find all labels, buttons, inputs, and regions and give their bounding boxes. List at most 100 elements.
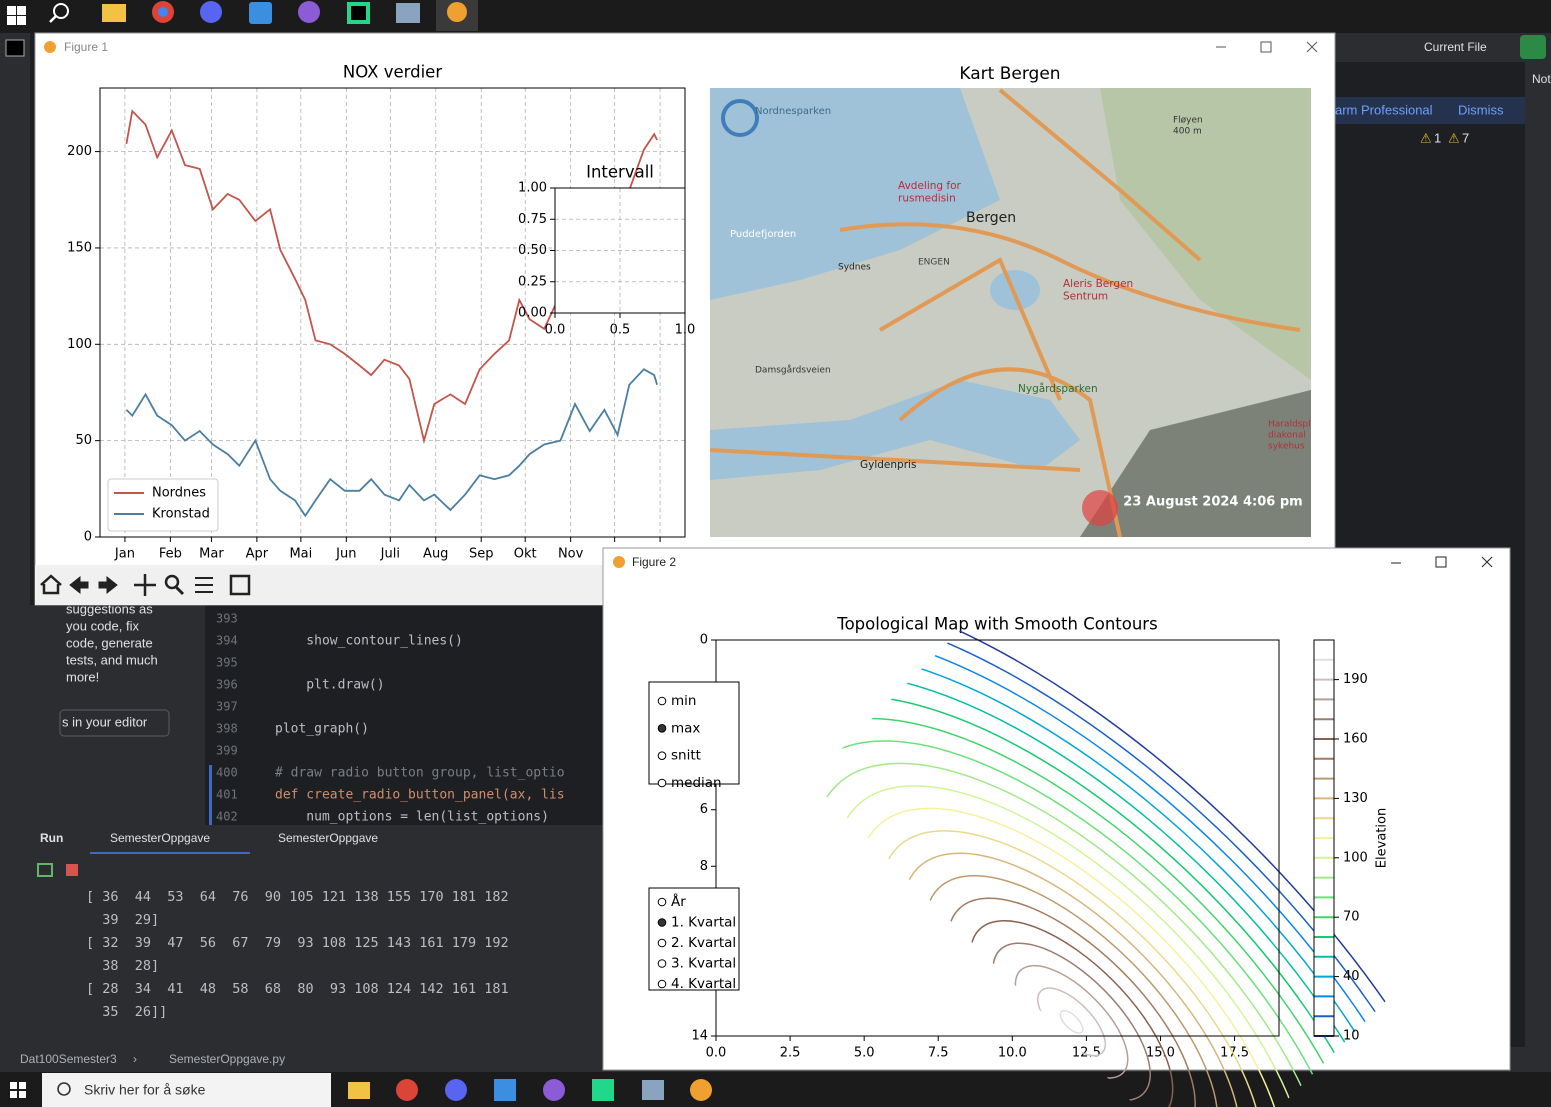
radio-label[interactable]: 3. Kvartal bbox=[671, 956, 736, 972]
app-explorer-2[interactable] bbox=[348, 1082, 370, 1099]
y-tick-label: 50 bbox=[75, 433, 92, 448]
line-number: 401 bbox=[216, 788, 238, 802]
ide-logo bbox=[5, 39, 25, 57]
radio-button[interactable] bbox=[657, 979, 667, 989]
ai-button-label[interactable]: s in your editor bbox=[62, 714, 148, 729]
y-tick-label: 0.50 bbox=[518, 243, 547, 258]
app-github[interactable] bbox=[298, 1, 320, 23]
map-label: rusmedisin bbox=[898, 193, 956, 205]
run-tabs: Run SemesterOppgave SemesterOppgave bbox=[40, 831, 378, 845]
contour-line bbox=[857, 807, 1286, 1107]
console-output: [ 36 44 53 64 76 90 105 121 138 155 170 … bbox=[86, 889, 509, 1020]
colorbar-tick-label: 130 bbox=[1343, 791, 1368, 806]
app-files[interactable] bbox=[396, 3, 420, 23]
radio-label[interactable]: År bbox=[671, 893, 686, 910]
output-line: 35 26]] bbox=[86, 1004, 167, 1020]
map-timestamp: 23 August 2024 4:06 pm bbox=[1123, 495, 1302, 510]
map-label: Gyldenpris bbox=[860, 459, 916, 471]
contour-line bbox=[810, 717, 1376, 1107]
contour-line bbox=[810, 672, 1421, 1107]
map-label: diakonal bbox=[1268, 431, 1306, 441]
radio-label[interactable]: min bbox=[671, 693, 696, 709]
x-tick-label: 0.0 bbox=[706, 1046, 727, 1061]
stop-button[interactable] bbox=[66, 864, 78, 876]
chart-title: Topological Map with Smooth Contours bbox=[836, 615, 1157, 634]
rerun-button[interactable] bbox=[37, 863, 53, 877]
map-label: Puddefjorden bbox=[730, 229, 796, 240]
breadcrumb-project[interactable]: Dat100Semester3 bbox=[20, 1052, 117, 1066]
side-label: Not bbox=[1532, 72, 1551, 86]
code-line: plot_graph() bbox=[275, 722, 369, 737]
figure1-toolbar bbox=[35, 565, 605, 605]
figure1-controls[interactable] bbox=[1216, 41, 1318, 53]
figure2-controls[interactable] bbox=[1391, 556, 1493, 568]
map-image bbox=[710, 88, 1311, 537]
plot-area bbox=[716, 640, 1279, 1036]
radio-button[interactable] bbox=[657, 938, 667, 948]
app-photos-2[interactable] bbox=[494, 1079, 516, 1101]
run-button[interactable] bbox=[1520, 35, 1546, 59]
code-line: def create_radio_button_panel(ax, lis bbox=[275, 788, 565, 803]
current-file[interactable]: Current File bbox=[1424, 40, 1487, 54]
colorbar-tick-label: 40 bbox=[1343, 969, 1360, 984]
radio-button[interactable] bbox=[657, 959, 667, 968]
ai-text-line: code, generate bbox=[66, 635, 153, 650]
app-photos[interactable] bbox=[249, 2, 272, 24]
code-line: # draw radio button group, list_optio bbox=[275, 766, 565, 781]
figure2-icon bbox=[613, 556, 625, 568]
app-explorer[interactable] bbox=[102, 4, 126, 22]
radio-button[interactable] bbox=[657, 724, 667, 733]
search-placeholder[interactable]: Skriv her for å søke bbox=[84, 1082, 206, 1098]
figure1-title: Figure 1 bbox=[64, 40, 108, 54]
app-pycharm-2[interactable] bbox=[592, 1079, 614, 1101]
map-label: Sentrum bbox=[1063, 291, 1108, 303]
weak-warning-count: 7 bbox=[1462, 130, 1469, 145]
contour-line bbox=[834, 785, 1309, 1107]
radio-button[interactable] bbox=[657, 778, 667, 788]
app-figure-2[interactable] bbox=[690, 1079, 712, 1101]
search-box[interactable] bbox=[42, 1073, 331, 1107]
line-number: 394 bbox=[216, 634, 238, 648]
y-tick-label: 14 bbox=[691, 1029, 708, 1044]
colorbar-tick-label: 70 bbox=[1343, 910, 1360, 925]
run-tab[interactable]: Run bbox=[40, 831, 63, 845]
app-discord[interactable] bbox=[200, 1, 222, 23]
toolbar-icons[interactable] bbox=[40, 574, 251, 596]
app-chrome-2[interactable] bbox=[396, 1079, 418, 1101]
app-github-2[interactable] bbox=[543, 1079, 565, 1101]
radio-label[interactable]: median bbox=[671, 775, 722, 791]
run-tab[interactable]: SemesterOppgave bbox=[278, 831, 378, 845]
breadcrumb-file[interactable]: SemesterOppgave.py bbox=[169, 1052, 285, 1066]
radio-button[interactable] bbox=[657, 696, 667, 706]
radio-label[interactable]: max bbox=[671, 720, 700, 736]
bottom-taskbar-icons bbox=[10, 1079, 712, 1101]
app-python-figure[interactable] bbox=[447, 2, 467, 22]
notification-text[interactable]: arm Professional bbox=[1335, 102, 1433, 117]
radio-button[interactable] bbox=[657, 918, 667, 927]
radio-button[interactable] bbox=[657, 897, 667, 907]
taskbar-icons bbox=[7, 0, 478, 31]
dismiss-link[interactable]: Dismiss bbox=[1458, 102, 1504, 117]
app-discord-2[interactable] bbox=[445, 1079, 467, 1101]
colorbar-label: Elevation bbox=[1375, 808, 1390, 868]
y-tick-label: 6 bbox=[700, 802, 708, 817]
radio-label[interactable]: snitt bbox=[671, 748, 701, 764]
map-label: Aleris Bergen bbox=[1063, 278, 1133, 290]
contour-line bbox=[810, 695, 1399, 1107]
x-tick-label: Feb bbox=[159, 547, 182, 562]
warning-count: 1 bbox=[1434, 130, 1441, 145]
radio-label[interactable]: 2. Kvartal bbox=[671, 935, 736, 951]
ai-button[interactable] bbox=[59, 709, 170, 737]
x-tick-label: 10.0 bbox=[998, 1046, 1027, 1061]
ai-text-line: you code, fix bbox=[66, 618, 139, 633]
run-tab[interactable]: SemesterOppgave bbox=[110, 831, 210, 845]
ide-toolstrip bbox=[0, 33, 30, 1047]
radio-button[interactable] bbox=[657, 751, 667, 760]
line-number: 396 bbox=[216, 678, 238, 692]
radio-label[interactable]: 1. Kvartal bbox=[671, 915, 736, 931]
breadcrumb-sep: › bbox=[133, 1052, 137, 1066]
radio-label[interactable]: 4. Kvartal bbox=[671, 976, 736, 992]
app-files-2[interactable] bbox=[642, 1080, 664, 1100]
